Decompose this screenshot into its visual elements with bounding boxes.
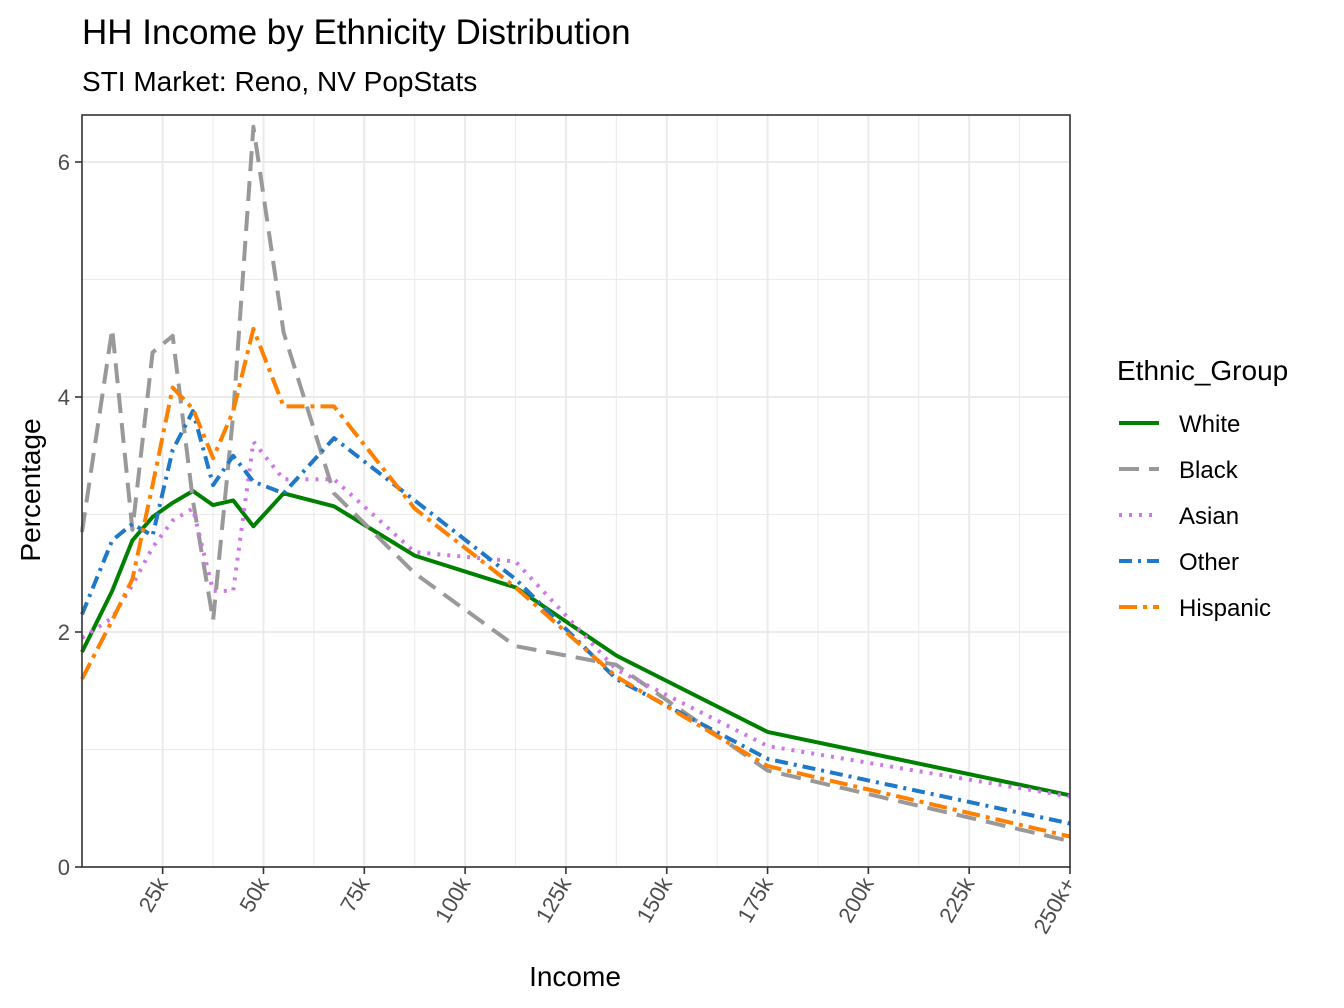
series-layer — [80, 124, 1071, 844]
series-line-asian — [80, 439, 1071, 799]
legend-label-white: White — [1179, 411, 1240, 438]
series-line-hispanic — [80, 326, 1071, 839]
y-tick-label: 2 — [58, 620, 70, 645]
chart-subtitle: STI Market: Reno, NV PopStats — [82, 66, 477, 97]
plot-border — [81, 114, 1071, 868]
y-tick-label: 0 — [58, 855, 70, 880]
legend-label-black: Black — [1179, 457, 1239, 484]
legend-label-other: Other — [1179, 549, 1239, 576]
y-axis-title: Percentage — [15, 418, 46, 561]
series-line-black — [80, 124, 1071, 844]
chart-title: HH Income by Ethnicity Distribution — [82, 13, 631, 52]
y-tick-label: 6 — [58, 150, 70, 175]
y-tick-label: 4 — [58, 385, 70, 410]
legend-label-hispanic: Hispanic — [1179, 595, 1271, 622]
legend-items: White Black Asian Other Hispanic — [1119, 411, 1271, 622]
y-axis: 0 2 4 6 — [58, 150, 82, 880]
x-axis-title: Income — [529, 961, 621, 992]
legend: Ethnic_Group White Black Asian Other Hispani… — [1117, 355, 1288, 622]
legend-label-asian: Asian — [1179, 503, 1239, 530]
legend-title: Ethnic_Group — [1117, 355, 1288, 386]
